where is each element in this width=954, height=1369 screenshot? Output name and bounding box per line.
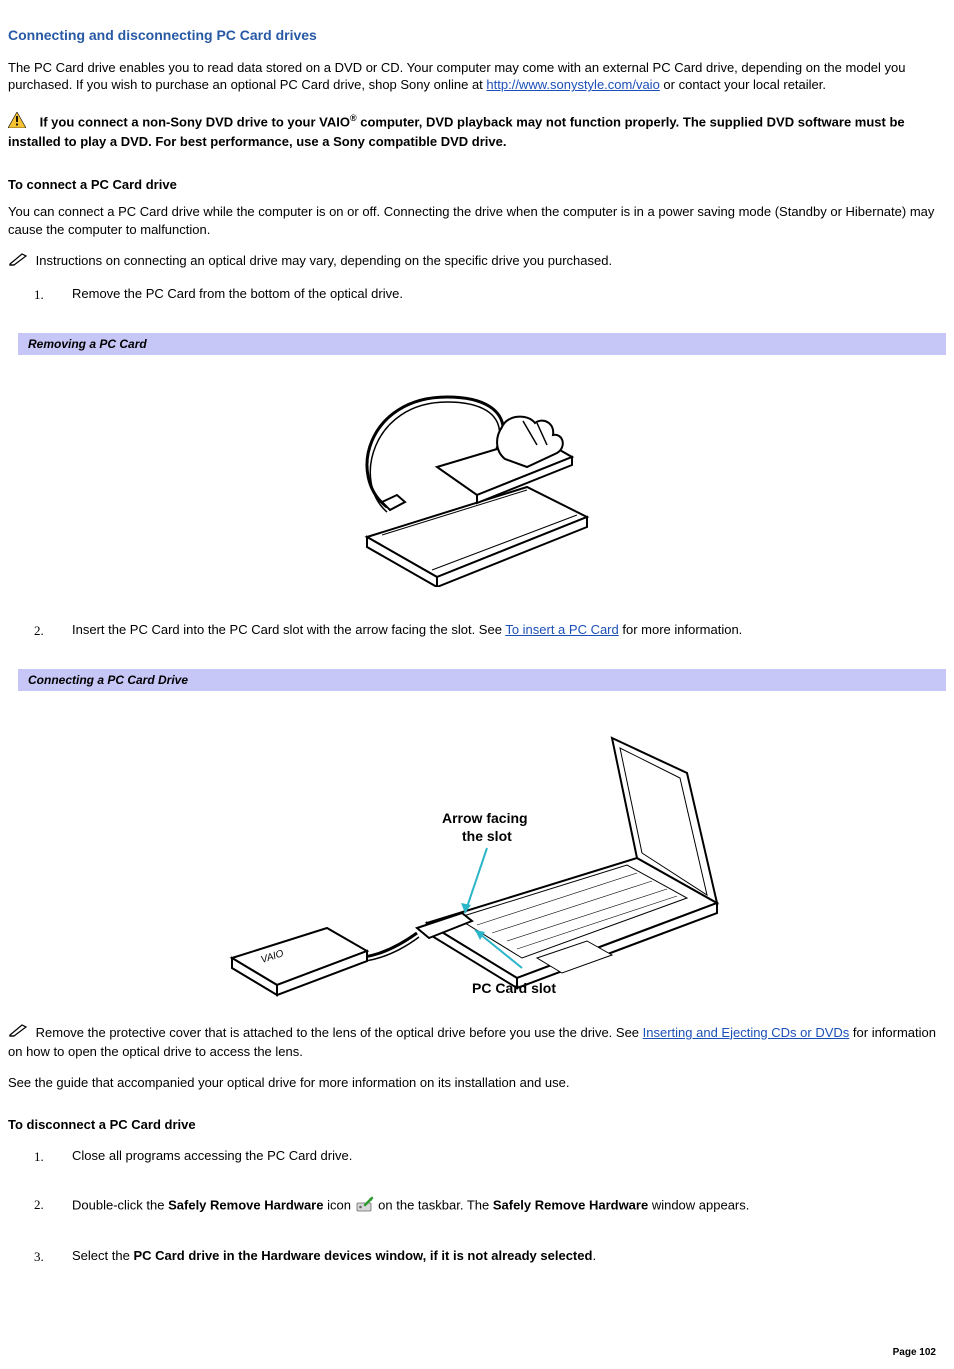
intro-paragraph: The PC Card drive enables you to read da… [8, 59, 946, 94]
insert-pc-card-link[interactable]: To insert a PC Card [505, 622, 618, 637]
figure2: VAIO Arrow facing the slot PC Card slot [8, 693, 946, 1024]
d-step3-pre: Select the [72, 1248, 133, 1263]
connect-para: You can connect a PC Card drive while th… [8, 203, 946, 238]
d-step3-post: . [592, 1248, 596, 1263]
d-step3-bold: PC Card drive in the Hardware devices wi… [133, 1248, 592, 1263]
d-step2-mid: icon [323, 1197, 354, 1212]
d-step2-bold1: Safely Remove Hardware [168, 1197, 323, 1212]
d-step2-pre: Double-click the [72, 1197, 168, 1212]
note2-pre: Remove the protective cover that is atta… [36, 1025, 643, 1040]
page-number: Page 102 [893, 1346, 936, 1360]
registered-mark: ® [350, 113, 357, 123]
figure1 [8, 357, 946, 608]
connect-note-text: Instructions on connecting an optical dr… [36, 253, 612, 268]
d-step2-mid2: on the taskbar. The [375, 1197, 493, 1212]
disconnect-step-1: Close all programs accessing the PC Card… [8, 1147, 946, 1165]
connect-steps-2: Insert the PC Card into the PC Card slot… [8, 621, 946, 639]
disconnect-step-3: Select the PC Card drive in the Hardware… [8, 1247, 946, 1265]
connect-step-2: Insert the PC Card into the PC Card slot… [8, 621, 946, 639]
connect-steps: Remove the PC Card from the bottom of th… [8, 285, 946, 303]
inserting-ejecting-link[interactable]: Inserting and Ejecting CDs or DVDs [643, 1025, 850, 1040]
figure2-caption: Connecting a PC Card Drive [8, 669, 946, 691]
note-icon [8, 252, 28, 271]
connect-note: Instructions on connecting an optical dr… [8, 252, 946, 271]
disconnect-steps: Close all programs accessing the PC Card… [8, 1147, 946, 1265]
disconnect-step-2: Double-click the Safely Remove Hardware … [8, 1195, 946, 1218]
step2-post: for more information. [619, 622, 743, 637]
step2-pre: Insert the PC Card into the PC Card slot… [72, 622, 505, 637]
warning-text-pre: If you connect a non-Sony DVD drive to y… [40, 114, 350, 129]
d-step2-post: window appears. [648, 1197, 749, 1212]
connect-para2: See the guide that accompanied your opti… [8, 1074, 946, 1092]
fig2-label-arrow-b: the slot [462, 828, 512, 844]
connect-step-1: Remove the PC Card from the bottom of th… [8, 285, 946, 303]
intro-text-after: or contact your local retailer. [660, 77, 826, 92]
fig2-label-slot: PC Card slot [472, 980, 556, 996]
warning-block: If you connect a non-Sony DVD drive to y… [8, 112, 946, 152]
safely-remove-icon [355, 1195, 375, 1218]
fig2-label-arrow: Arrow facing [442, 810, 528, 826]
connect-note2: Remove the protective cover that is atta… [8, 1024, 946, 1060]
connect-heading: To connect a PC Card drive [8, 176, 946, 194]
figure1-caption: Removing a PC Card [8, 333, 946, 355]
warning-icon [8, 112, 26, 133]
page-title: Connecting and disconnecting PC Card dri… [8, 26, 946, 45]
d-step2-bold2: Safely Remove Hardware [493, 1197, 648, 1212]
note-icon-2 [8, 1023, 28, 1042]
sonystyle-link[interactable]: http://www.sonystyle.com/vaio [486, 77, 659, 92]
disconnect-heading: To disconnect a PC Card drive [8, 1116, 946, 1134]
